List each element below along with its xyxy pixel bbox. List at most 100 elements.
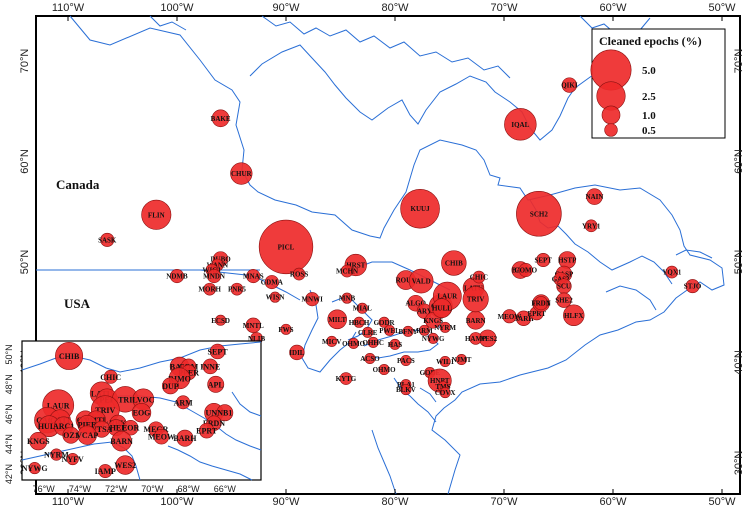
station-label: MICV bbox=[322, 338, 341, 346]
station-label: WANN bbox=[207, 262, 228, 270]
station-label: BARN bbox=[466, 317, 486, 325]
station-bubble bbox=[246, 269, 261, 284]
station-label: HAMP bbox=[465, 335, 487, 343]
inset-lon-tick: 70°W bbox=[141, 484, 164, 494]
station-bubble bbox=[439, 355, 451, 367]
station-label: OHMO bbox=[373, 366, 396, 374]
station-bubble bbox=[534, 296, 549, 311]
lat-tick-right: 40°N bbox=[733, 350, 745, 375]
lon-tick-bottom: 50°W bbox=[708, 496, 736, 508]
inset-station-label: NYFV bbox=[62, 455, 84, 464]
inset-station-label: NYRM bbox=[44, 451, 69, 460]
station-label: ROUY bbox=[396, 277, 417, 285]
station-bubble bbox=[389, 338, 401, 350]
station-label: MCHN bbox=[336, 268, 358, 276]
lat-tick-left: 70°N bbox=[19, 49, 31, 74]
lon-tick-top: 100°W bbox=[160, 2, 194, 14]
station-label: BARH bbox=[514, 315, 535, 323]
station-label: BLKV bbox=[396, 386, 416, 394]
station-label: CLRE bbox=[358, 329, 378, 337]
lon-tick-bottom: 80°W bbox=[381, 496, 409, 508]
station-bubble bbox=[441, 250, 467, 276]
lon-tick-bottom: 70°W bbox=[490, 496, 518, 508]
inset-longitude-ticks: 76°W 74°W 72°W 70°W 68°W 66°W bbox=[33, 484, 237, 494]
station-bubble bbox=[418, 324, 430, 336]
station-bubble bbox=[169, 269, 185, 284]
station-bubble bbox=[472, 270, 486, 284]
inset-station-label: FRDN bbox=[203, 419, 225, 428]
inset-latitude-ticks: 50°N 48°N 46°N 44°N 42°N bbox=[4, 344, 14, 484]
station-bubble bbox=[289, 344, 305, 361]
station-label: OHHC bbox=[363, 339, 384, 347]
station-label: QIKI bbox=[561, 82, 578, 90]
station-label: SCH2 bbox=[530, 210, 548, 218]
station-bubble bbox=[292, 267, 306, 281]
inset-station-label: DUP bbox=[162, 382, 179, 391]
inset-lon-tick: 74°W bbox=[69, 484, 92, 494]
station-bubble bbox=[462, 286, 489, 313]
station-bubble bbox=[353, 316, 365, 328]
legend-bubble bbox=[604, 123, 618, 137]
station-label: MILT bbox=[328, 316, 346, 324]
station-bubble bbox=[305, 292, 320, 307]
station-layer: QIKI BAKE IQAL CHUR FLIN KUUJ SCH2 NAIN YRY1 SASK… bbox=[98, 77, 702, 399]
inset-station-label: BARN bbox=[110, 437, 133, 446]
legend-label: 5.0 bbox=[642, 65, 656, 77]
station-bubble bbox=[340, 264, 354, 278]
station-bubble bbox=[518, 263, 533, 278]
station-label: NJMT bbox=[452, 356, 472, 364]
station-label: MIAL bbox=[353, 305, 372, 313]
station-label: HLFX bbox=[564, 312, 583, 320]
station-label: MEOW bbox=[498, 313, 522, 321]
inset-station-label: NYWG bbox=[22, 464, 48, 473]
inset-station-label: UNB bbox=[205, 409, 223, 418]
station-bubble bbox=[207, 269, 222, 284]
station-label: CHIB bbox=[445, 260, 463, 268]
station-bubble bbox=[400, 384, 412, 396]
inset-station-bubble bbox=[50, 448, 63, 461]
inset-station-label: BARH bbox=[173, 434, 197, 443]
country-label-usa: USA bbox=[64, 296, 91, 311]
station-bubble bbox=[685, 279, 700, 294]
station-bubble bbox=[502, 309, 517, 324]
station-bubble bbox=[211, 109, 230, 128]
station-bubble bbox=[455, 353, 467, 365]
inset-station-bubble bbox=[131, 403, 152, 423]
station-label: HNPT bbox=[430, 377, 450, 385]
station-label: EPRT bbox=[527, 310, 546, 318]
inset-lon-tick: 66°W bbox=[214, 484, 237, 494]
station-bubble bbox=[258, 219, 314, 275]
station-bubble bbox=[561, 77, 578, 93]
legend: Cleaned epochs (%) 5.0 2.5 1.0 0.5 bbox=[590, 28, 726, 139]
station-bubble bbox=[245, 317, 261, 333]
station-bubble bbox=[427, 332, 439, 344]
lon-tick-bottom: 90°W bbox=[272, 496, 300, 508]
legend-label: 2.5 bbox=[642, 91, 656, 103]
inset-station-bubble bbox=[103, 369, 118, 384]
station-label: IQAL bbox=[511, 121, 529, 129]
inset-station-label: WES2 bbox=[114, 461, 136, 470]
inset-lat-tick: 44°N bbox=[4, 434, 14, 454]
inset-station-bubble bbox=[28, 461, 41, 475]
inset-station-bubble bbox=[153, 428, 170, 445]
station-label: ECSD bbox=[211, 317, 230, 325]
station-label: FWS bbox=[278, 326, 293, 334]
station-bubble bbox=[400, 188, 440, 229]
legend-label: 1.0 bbox=[642, 110, 656, 122]
station-label: ACSO bbox=[360, 355, 380, 363]
station-label: KYTG bbox=[336, 375, 357, 383]
inset-station-bubble bbox=[176, 395, 191, 410]
lon-tick-bottom: 60°W bbox=[599, 496, 627, 508]
station-bubble bbox=[469, 332, 482, 345]
lat-tick-left: 50°N bbox=[19, 250, 31, 275]
station-bubble bbox=[348, 337, 360, 349]
station-bubble bbox=[384, 324, 396, 336]
station-label: MNWI bbox=[301, 296, 323, 304]
station-label: COVX bbox=[435, 389, 456, 397]
lat-tick-right: 50°N bbox=[733, 250, 745, 275]
lat-tick-right: 60°N bbox=[733, 149, 745, 174]
station-label: RRM bbox=[416, 327, 433, 335]
station-bubble bbox=[439, 321, 451, 333]
station-label: NYRM bbox=[434, 324, 456, 332]
